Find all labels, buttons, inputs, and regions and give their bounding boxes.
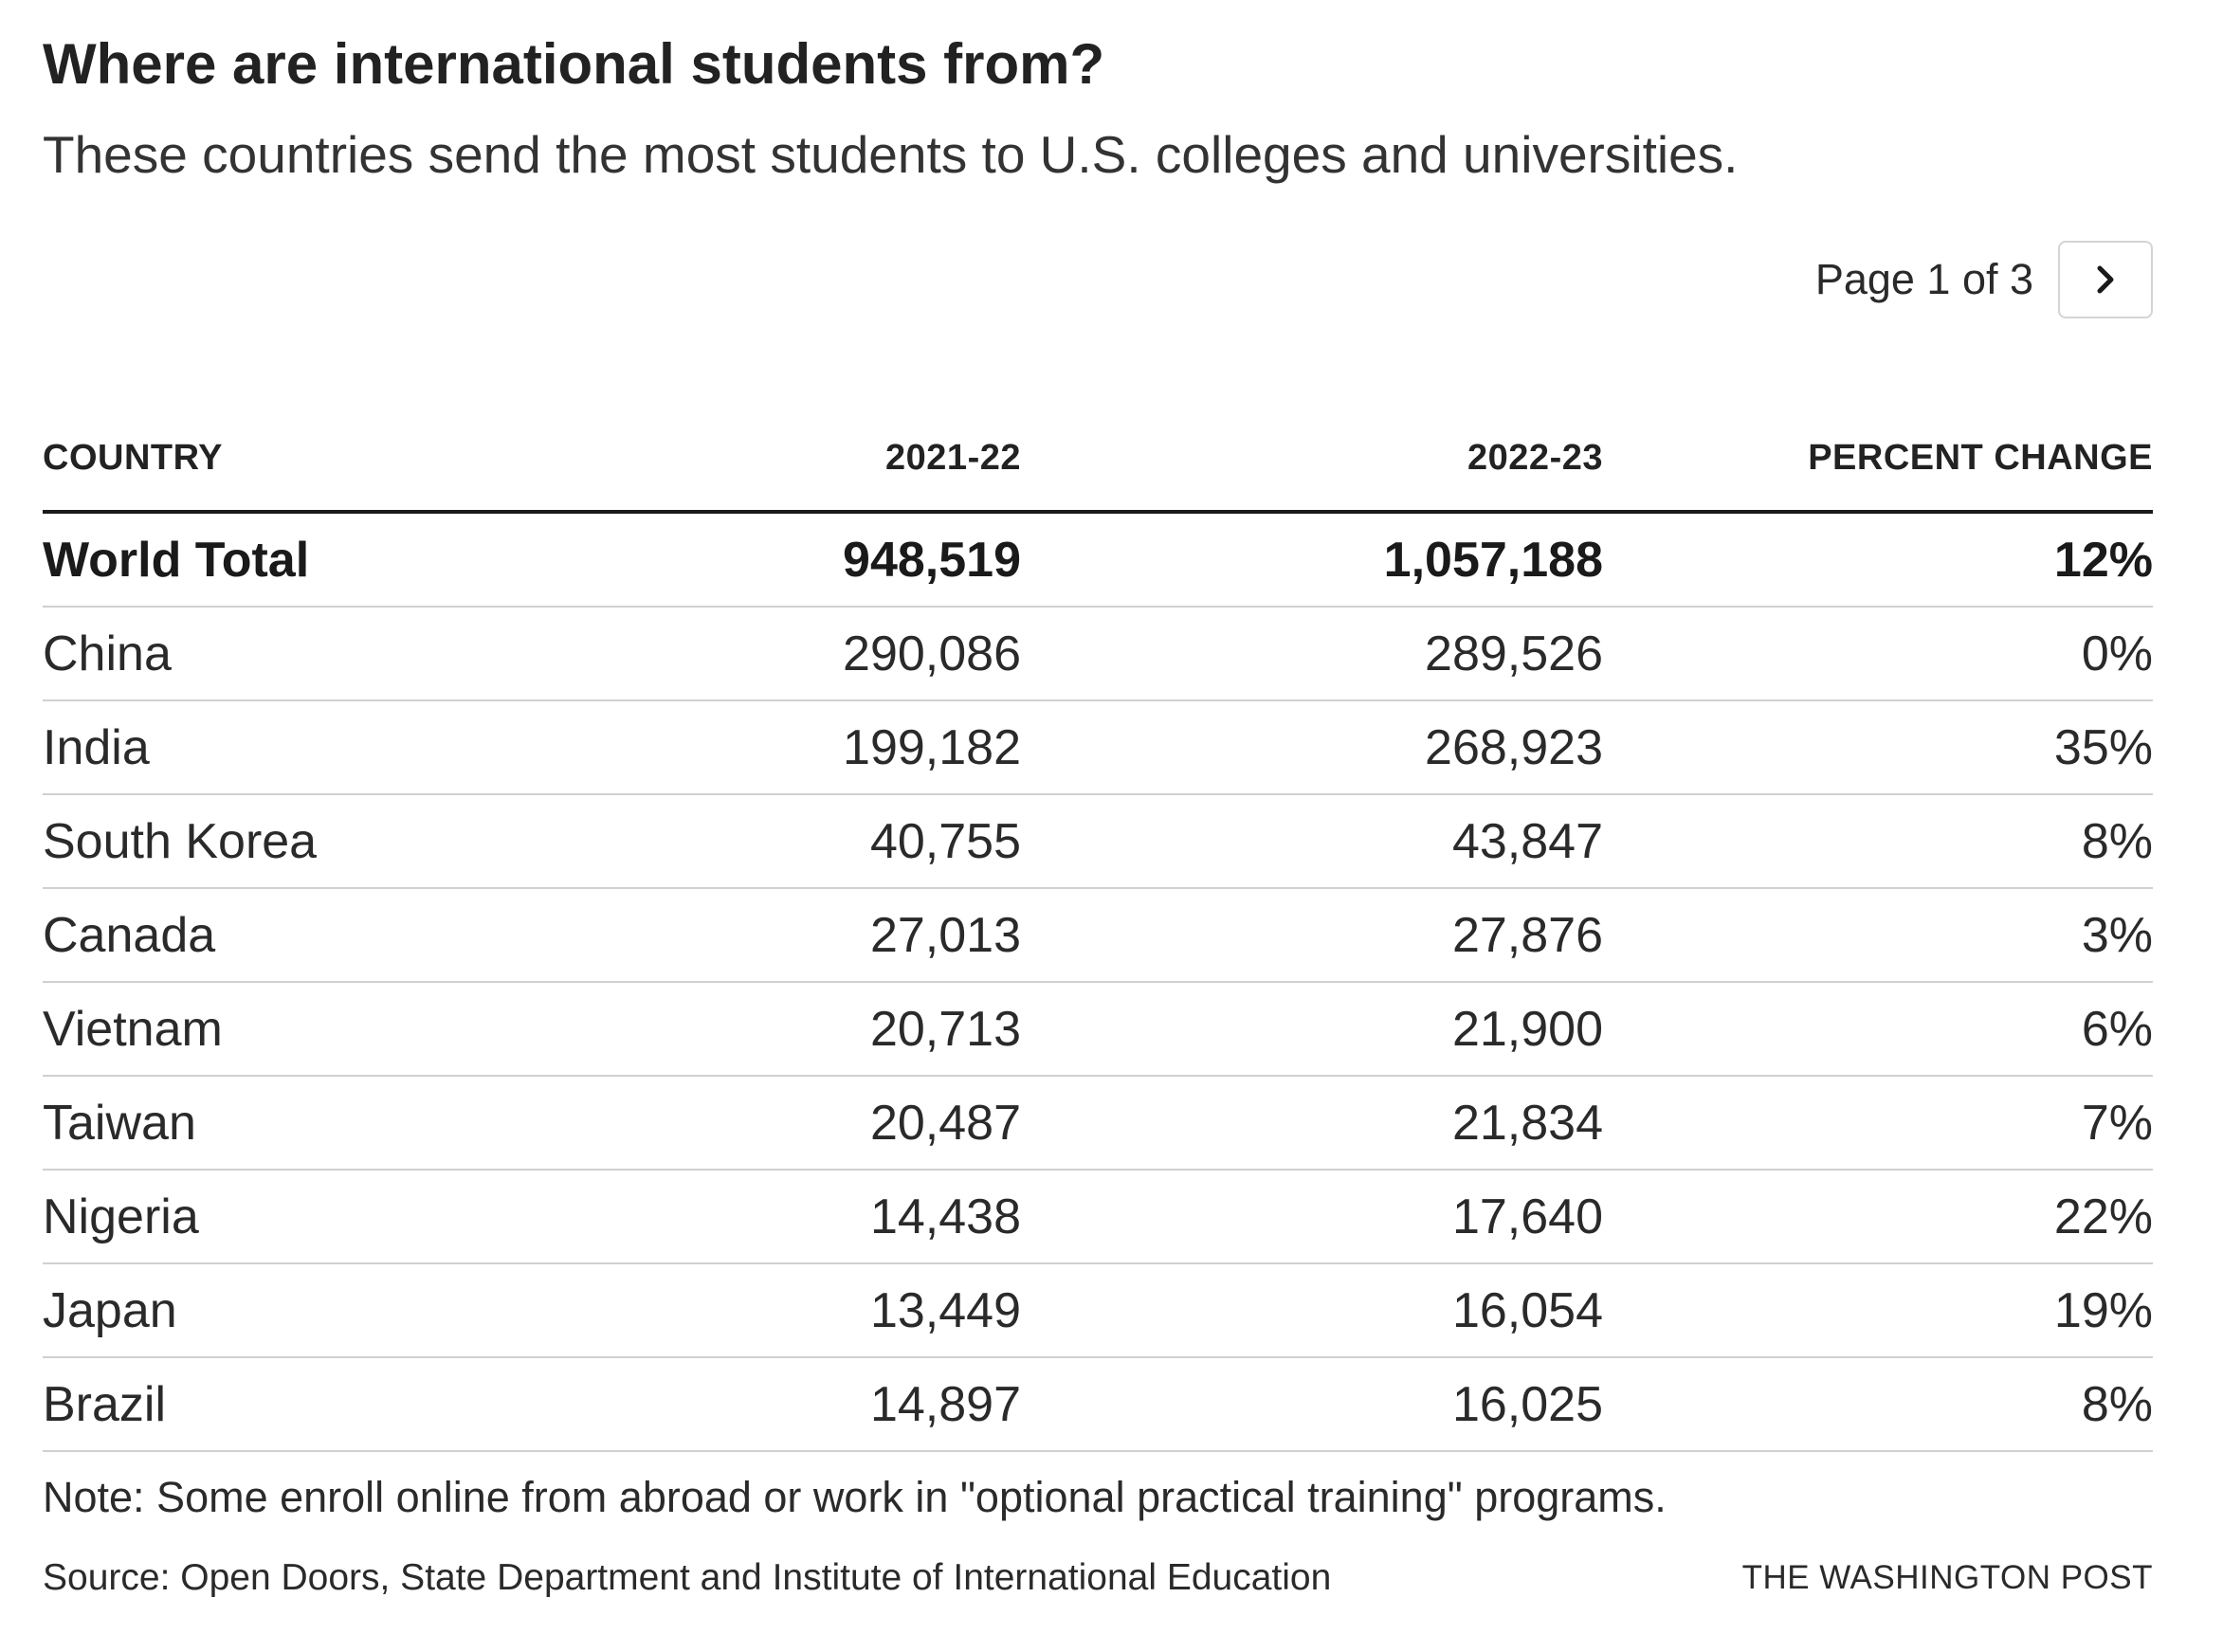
- cell-percent-change: 3%: [1603, 888, 2153, 983]
- cell-2021-22: 14,438: [611, 1170, 1021, 1264]
- cell-2022-23: 27,876: [1021, 888, 1603, 983]
- table-row: Nigeria 14,438 17,640 22%: [43, 1170, 2153, 1264]
- cell-country: World Total: [43, 512, 611, 608]
- cell-2022-23: 21,900: [1021, 982, 1603, 1077]
- cell-percent-change: 35%: [1603, 700, 2153, 795]
- cell-country: South Korea: [43, 794, 611, 889]
- cell-percent-change: 0%: [1603, 607, 2153, 701]
- data-table: COUNTRY 2021-22 2022-23 PERCENT CHANGE W…: [43, 406, 2153, 1452]
- cell-2021-22: 27,013: [611, 888, 1021, 983]
- chevron-right-icon: [2097, 265, 2114, 294]
- cell-country: Japan: [43, 1263, 611, 1358]
- cell-percent-change: 8%: [1603, 1357, 2153, 1452]
- cell-percent-change: 22%: [1603, 1170, 2153, 1264]
- table-row: Japan 13,449 16,054 19%: [43, 1263, 2153, 1358]
- cell-2022-23: 17,640: [1021, 1170, 1603, 1264]
- cell-2022-23: 268,923: [1021, 700, 1603, 795]
- cell-country: Nigeria: [43, 1170, 611, 1264]
- cell-2021-22: 40,755: [611, 794, 1021, 889]
- cell-2021-22: 13,449: [611, 1263, 1021, 1358]
- cell-country: Taiwan: [43, 1076, 611, 1171]
- cell-percent-change: 19%: [1603, 1263, 2153, 1358]
- cell-country: Canada: [43, 888, 611, 983]
- cell-2022-23: 1,057,188: [1021, 512, 1603, 608]
- table-row: Canada 27,013 27,876 3%: [43, 888, 2153, 983]
- cell-percent-change: 12%: [1603, 512, 2153, 608]
- column-header-2022-23: 2022-23: [1021, 406, 1603, 514]
- cell-2022-23: 16,054: [1021, 1263, 1603, 1358]
- chart-title: Where are international students from?: [43, 32, 1105, 96]
- table-row: Vietnam 20,713 21,900 6%: [43, 982, 2153, 1077]
- cell-2021-22: 948,519: [611, 512, 1021, 608]
- graphic-container: Where are international students from? T…: [43, 27, 2153, 1598]
- cell-2021-22: 20,487: [611, 1076, 1021, 1171]
- source-line: Source: Open Doors, State Department and…: [43, 1557, 1332, 1598]
- cell-2021-22: 290,086: [611, 607, 1021, 701]
- cell-2021-22: 199,182: [611, 700, 1021, 795]
- table-row: India 199,182 268,923 35%: [43, 700, 2153, 795]
- column-header-2021-22: 2021-22: [611, 406, 1021, 514]
- publisher-credit: THE WASHINGTON POST: [1741, 1559, 2153, 1596]
- pagination: Page 1 of 3: [1815, 241, 2153, 318]
- column-header-country: COUNTRY: [43, 406, 611, 514]
- footnote: Note: Some enroll online from abroad or …: [43, 1473, 1667, 1521]
- table-header-row: COUNTRY 2021-22 2022-23 PERCENT CHANGE: [43, 406, 2153, 514]
- table-row: Taiwan 20,487 21,834 7%: [43, 1076, 2153, 1171]
- cell-percent-change: 6%: [1603, 982, 2153, 1077]
- cell-country: India: [43, 700, 611, 795]
- table-row: China 290,086 289,526 0%: [43, 607, 2153, 701]
- cell-country: Vietnam: [43, 982, 611, 1077]
- cell-2022-23: 43,847: [1021, 794, 1603, 889]
- cell-percent-change: 8%: [1603, 794, 2153, 889]
- cell-2021-22: 14,897: [611, 1357, 1021, 1452]
- page-indicator: Page 1 of 3: [1814, 255, 2033, 303]
- cell-2022-23: 16,025: [1021, 1357, 1603, 1452]
- chart-subtitle: These countries send the most students t…: [43, 125, 1739, 184]
- table-row-total: World Total 948,519 1,057,188 12%: [43, 512, 2153, 608]
- table-row: Brazil 14,897 16,025 8%: [43, 1357, 2153, 1452]
- cell-2022-23: 21,834: [1021, 1076, 1603, 1171]
- table-row: South Korea 40,755 43,847 8%: [43, 794, 2153, 889]
- cell-country: Brazil: [43, 1357, 611, 1452]
- cell-country: China: [43, 607, 611, 701]
- column-header-percent-change: PERCENT CHANGE: [1603, 406, 2153, 514]
- cell-percent-change: 7%: [1603, 1076, 2153, 1171]
- cell-2021-22: 20,713: [611, 982, 1021, 1077]
- cell-2022-23: 289,526: [1021, 607, 1603, 701]
- next-page-button[interactable]: [2058, 241, 2153, 318]
